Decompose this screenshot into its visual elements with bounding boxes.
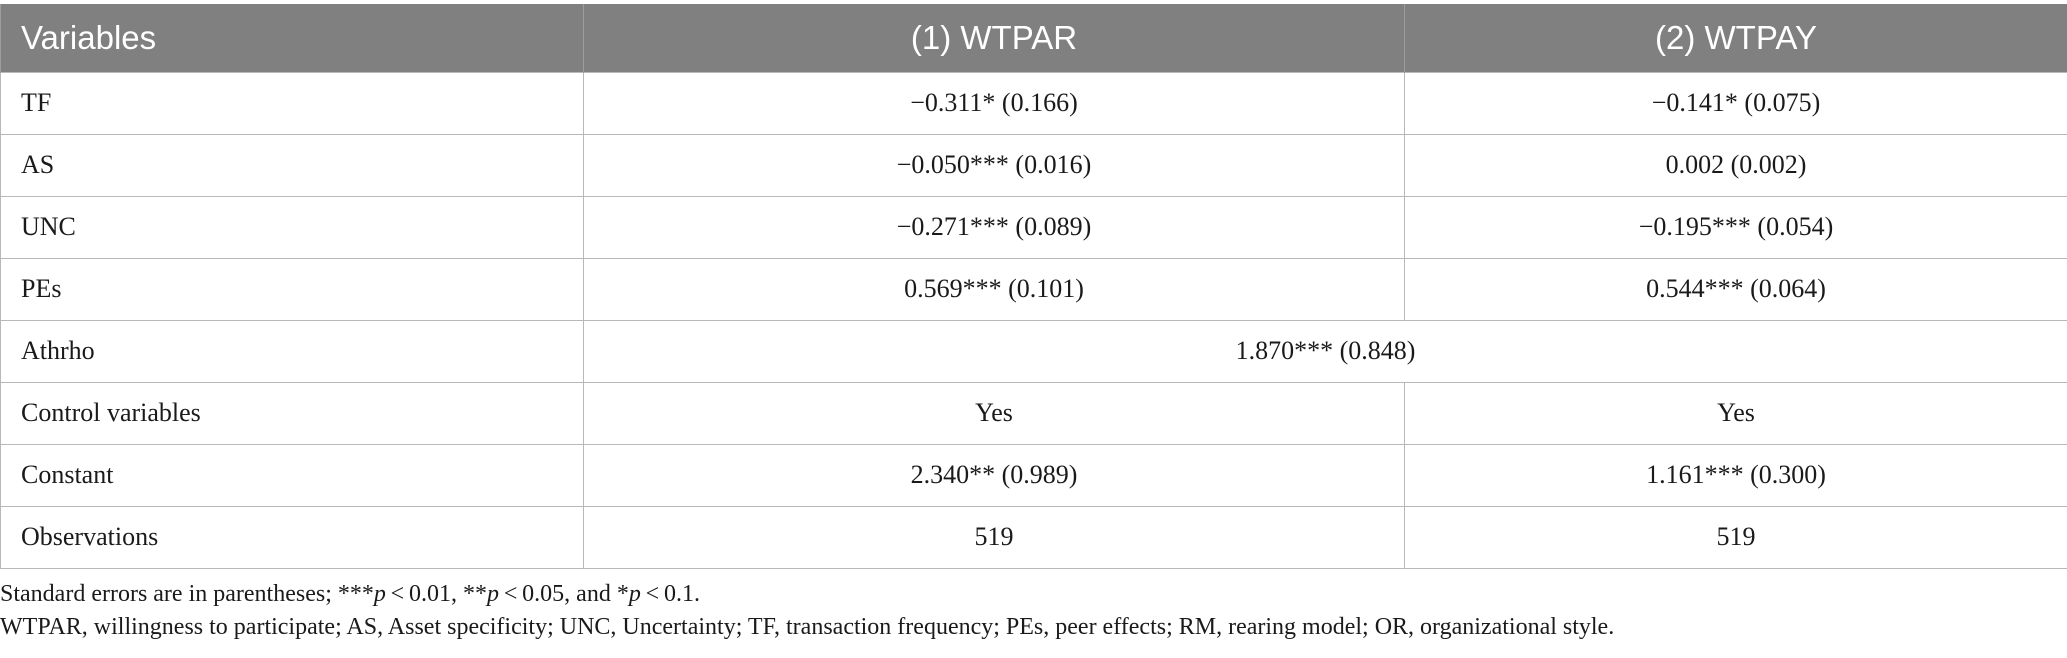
row-label: TF: [0, 71, 584, 135]
cell-wtpay: 519: [1404, 505, 2067, 569]
cell-wtpar: 519: [583, 505, 1405, 569]
row-label: Constant: [0, 443, 584, 507]
abbreviations-note: WTPAR, willingness to participate; AS, A…: [0, 614, 1615, 640]
note-text: Standard errors are in parentheses; ***: [0, 581, 374, 607]
cell-wtpay: −0.195*** (0.054): [1404, 195, 2067, 259]
table-row: Athrho 1.870*** (0.848): [0, 319, 2067, 383]
regression-table: Variables (1) WTPAR (2) WTPAY TF −0.311*…: [0, 4, 2067, 569]
cell-wtpar: −0.271*** (0.089): [583, 195, 1405, 259]
significance-note: Standard errors are in parentheses; ***p…: [0, 578, 1614, 611]
note-p: p: [487, 581, 500, 607]
cell-wtpar: 2.340** (0.989): [583, 443, 1405, 507]
header-wtpay: (2) WTPAY: [1404, 4, 2067, 72]
cell-wtpay: Yes: [1404, 381, 2067, 445]
row-label: PEs: [0, 257, 584, 321]
note-text: < 0.01, **: [385, 581, 488, 607]
table-row: AS −0.050*** (0.016) 0.002 (0.002): [0, 133, 2067, 197]
cell-wtpay: 0.544*** (0.064): [1404, 257, 2067, 321]
note-p: p: [628, 581, 641, 607]
cell-wtpay: 1.161*** (0.300): [1404, 443, 2067, 507]
row-label: UNC: [0, 195, 584, 259]
note-text: < 0.1.: [640, 581, 700, 607]
cell-wtpar: Yes: [583, 381, 1405, 445]
table-row: PEs 0.569*** (0.101) 0.544*** (0.064): [0, 257, 2067, 321]
row-label: Athrho: [0, 319, 584, 383]
note-p: p: [373, 581, 386, 607]
table-notes: Standard errors are in parentheses; ***p…: [0, 578, 1614, 644]
cell-merged-athrho: 1.870*** (0.848): [583, 319, 2067, 383]
row-label: Observations: [0, 505, 584, 569]
table-row: Observations 519 519: [0, 505, 2067, 569]
cell-wtpay: 0.002 (0.002): [1404, 133, 2067, 197]
header-variables: Variables: [0, 4, 584, 72]
table-row: TF −0.311* (0.166) −0.141* (0.075): [0, 71, 2067, 135]
cell-wtpar: −0.050*** (0.016): [583, 133, 1405, 197]
header-wtpar: (1) WTPAR: [583, 4, 1405, 72]
table-row: Constant 2.340** (0.989) 1.161*** (0.300…: [0, 443, 2067, 507]
table-header-row: Variables (1) WTPAR (2) WTPAY: [0, 4, 2067, 72]
table-row: Control variables Yes Yes: [0, 381, 2067, 445]
row-label: AS: [0, 133, 584, 197]
note-text: < 0.05, and *: [499, 581, 629, 607]
cell-wtpay: −0.141* (0.075): [1404, 71, 2067, 135]
cell-wtpar: 0.569*** (0.101): [583, 257, 1405, 321]
row-label: Control variables: [0, 381, 584, 445]
regression-table-container: Variables (1) WTPAR (2) WTPAY TF −0.311*…: [0, 4, 2067, 569]
cell-wtpar: −0.311* (0.166): [583, 71, 1405, 135]
table-row: UNC −0.271*** (0.089) −0.195*** (0.054): [0, 195, 2067, 259]
